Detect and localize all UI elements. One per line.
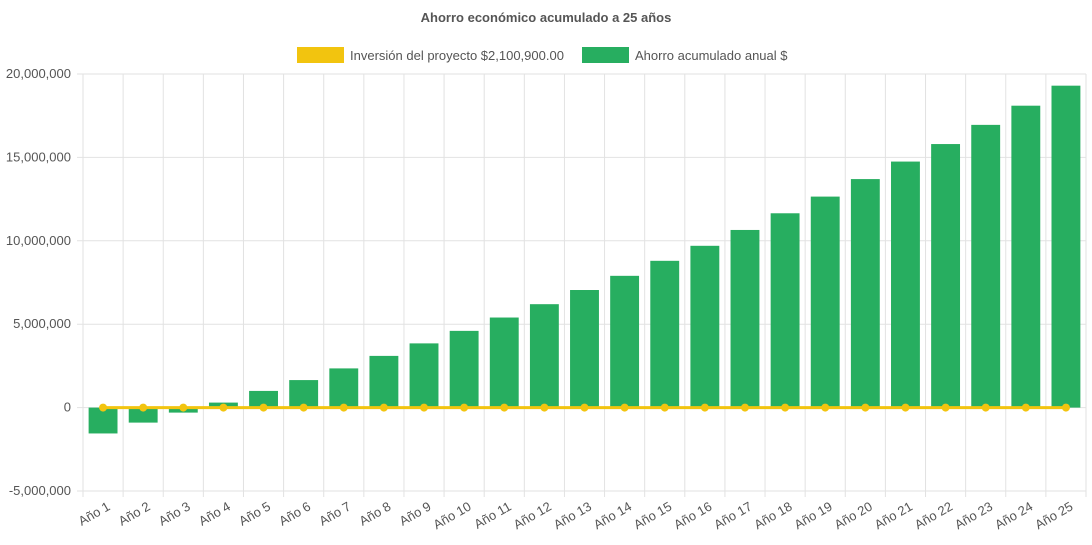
bar-ahorro[interactable] (690, 245, 720, 408)
y-tick-label: 5,000,000 (13, 316, 71, 331)
bar-ahorro[interactable] (369, 355, 399, 408)
bar-ahorro[interactable] (529, 304, 559, 408)
x-tick-label: Año 17 (711, 499, 754, 533)
point-inversion[interactable] (660, 403, 669, 412)
x-axis: Año 1 Año 2 Año 3 Año 4 Año 5 Año 6 Año 7 Año 8… (76, 499, 1076, 533)
legend-swatch-savings[interactable] (582, 47, 629, 63)
x-tick-label: Año 15 (631, 499, 674, 533)
bar-ahorro[interactable] (891, 161, 920, 408)
x-tick-label: Año 22 (912, 499, 955, 533)
x-tick-label: Año 10 (430, 499, 473, 533)
x-tick-label: Año 21 (872, 499, 915, 533)
bar-ahorro[interactable] (88, 407, 118, 434)
bar-ahorro[interactable] (1011, 105, 1041, 408)
x-tick-label: Año 18 (751, 499, 794, 533)
y-tick-label: -5,000,000 (9, 483, 71, 498)
x-tick-label: Año 25 (1032, 499, 1075, 533)
point-inversion[interactable] (500, 403, 509, 412)
bar-ahorro[interactable] (570, 290, 599, 408)
bar-ahorro[interactable] (971, 124, 1001, 408)
y-tick-label: 0 (64, 400, 71, 415)
bar-ahorro[interactable] (730, 229, 760, 408)
y-tick-label: 15,000,000 (6, 149, 71, 164)
point-inversion[interactable] (339, 403, 348, 412)
point-inversion[interactable] (540, 403, 549, 412)
legend-swatch-investment[interactable] (297, 47, 344, 63)
bar-ahorro[interactable] (128, 407, 158, 423)
point-inversion[interactable] (781, 403, 790, 412)
bar-ahorro[interactable] (931, 144, 961, 408)
bar-ahorro[interactable] (449, 330, 479, 408)
grid-lines (77, 73, 1087, 497)
x-tick-label: Año 1 (76, 499, 113, 529)
legend-label-investment[interactable]: Inversión del proyecto $2,100,900.00 (350, 48, 564, 63)
point-inversion[interactable] (1061, 403, 1070, 412)
x-tick-label: Año 23 (952, 499, 995, 533)
bar-ahorro[interactable] (409, 343, 439, 408)
x-tick-label: Año 3 (156, 499, 193, 529)
point-inversion[interactable] (821, 403, 830, 412)
bar-ahorro[interactable] (610, 275, 640, 408)
point-inversion[interactable] (861, 403, 870, 412)
x-tick-label: Año 6 (276, 499, 313, 529)
point-inversion[interactable] (1021, 403, 1030, 412)
bar-ahorro[interactable] (329, 368, 359, 408)
x-tick-label: Año 4 (196, 499, 233, 529)
point-inversion[interactable] (179, 403, 188, 412)
x-tick-label: Año 14 (591, 499, 634, 533)
point-inversion[interactable] (620, 403, 629, 412)
point-inversion[interactable] (580, 403, 589, 412)
y-axis: 20,000,000 15,000,000 10,000,000 5,000,000 0… (6, 66, 71, 498)
x-tick-label: Año 19 (792, 499, 835, 533)
x-tick-label: Año 16 (671, 499, 714, 533)
y-tick-label: 10,000,000 (6, 233, 71, 248)
chart-title: Ahorro económico acumulado a 25 años (421, 10, 672, 25)
point-inversion[interactable] (99, 403, 108, 412)
x-tick-label: Año 11 (471, 499, 513, 532)
point-inversion[interactable] (219, 403, 228, 412)
point-inversion[interactable] (139, 403, 148, 412)
bar-ahorro[interactable] (1051, 85, 1081, 408)
x-tick-label: Año 20 (832, 499, 875, 533)
bar-ahorro[interactable] (650, 260, 680, 408)
point-inversion[interactable] (259, 403, 268, 412)
bar-series (88, 85, 1081, 434)
y-tick-label: 20,000,000 (6, 66, 71, 81)
point-inversion[interactable] (379, 403, 388, 412)
point-inversion[interactable] (460, 403, 469, 412)
point-inversion[interactable] (981, 403, 990, 412)
legend-label-savings[interactable]: Ahorro acumulado anual $ (635, 48, 788, 63)
bar-ahorro[interactable] (249, 390, 278, 408)
legend: Inversión del proyecto $2,100,900.00 Aho… (297, 47, 788, 63)
x-tick-label: Año 2 (116, 499, 153, 529)
x-tick-label: Año 8 (356, 499, 393, 529)
point-inversion[interactable] (740, 403, 749, 412)
x-tick-label: Año 5 (236, 499, 273, 529)
line-series (99, 403, 1070, 412)
point-inversion[interactable] (700, 403, 709, 412)
bar-ahorro[interactable] (770, 213, 800, 408)
point-inversion[interactable] (901, 403, 910, 412)
point-inversion[interactable] (420, 403, 429, 412)
bar-ahorro[interactable] (810, 196, 840, 408)
x-tick-label: Año 13 (551, 499, 594, 533)
x-tick-label: Año 7 (316, 499, 353, 529)
x-tick-label: Año 9 (397, 499, 434, 529)
bar-ahorro[interactable] (850, 179, 880, 408)
x-tick-label: Año 12 (511, 499, 554, 533)
point-inversion[interactable] (299, 403, 308, 412)
bar-ahorro[interactable] (489, 317, 519, 408)
point-inversion[interactable] (941, 403, 950, 412)
bar-ahorro[interactable] (289, 380, 319, 408)
x-tick-label: Año 24 (992, 499, 1035, 533)
